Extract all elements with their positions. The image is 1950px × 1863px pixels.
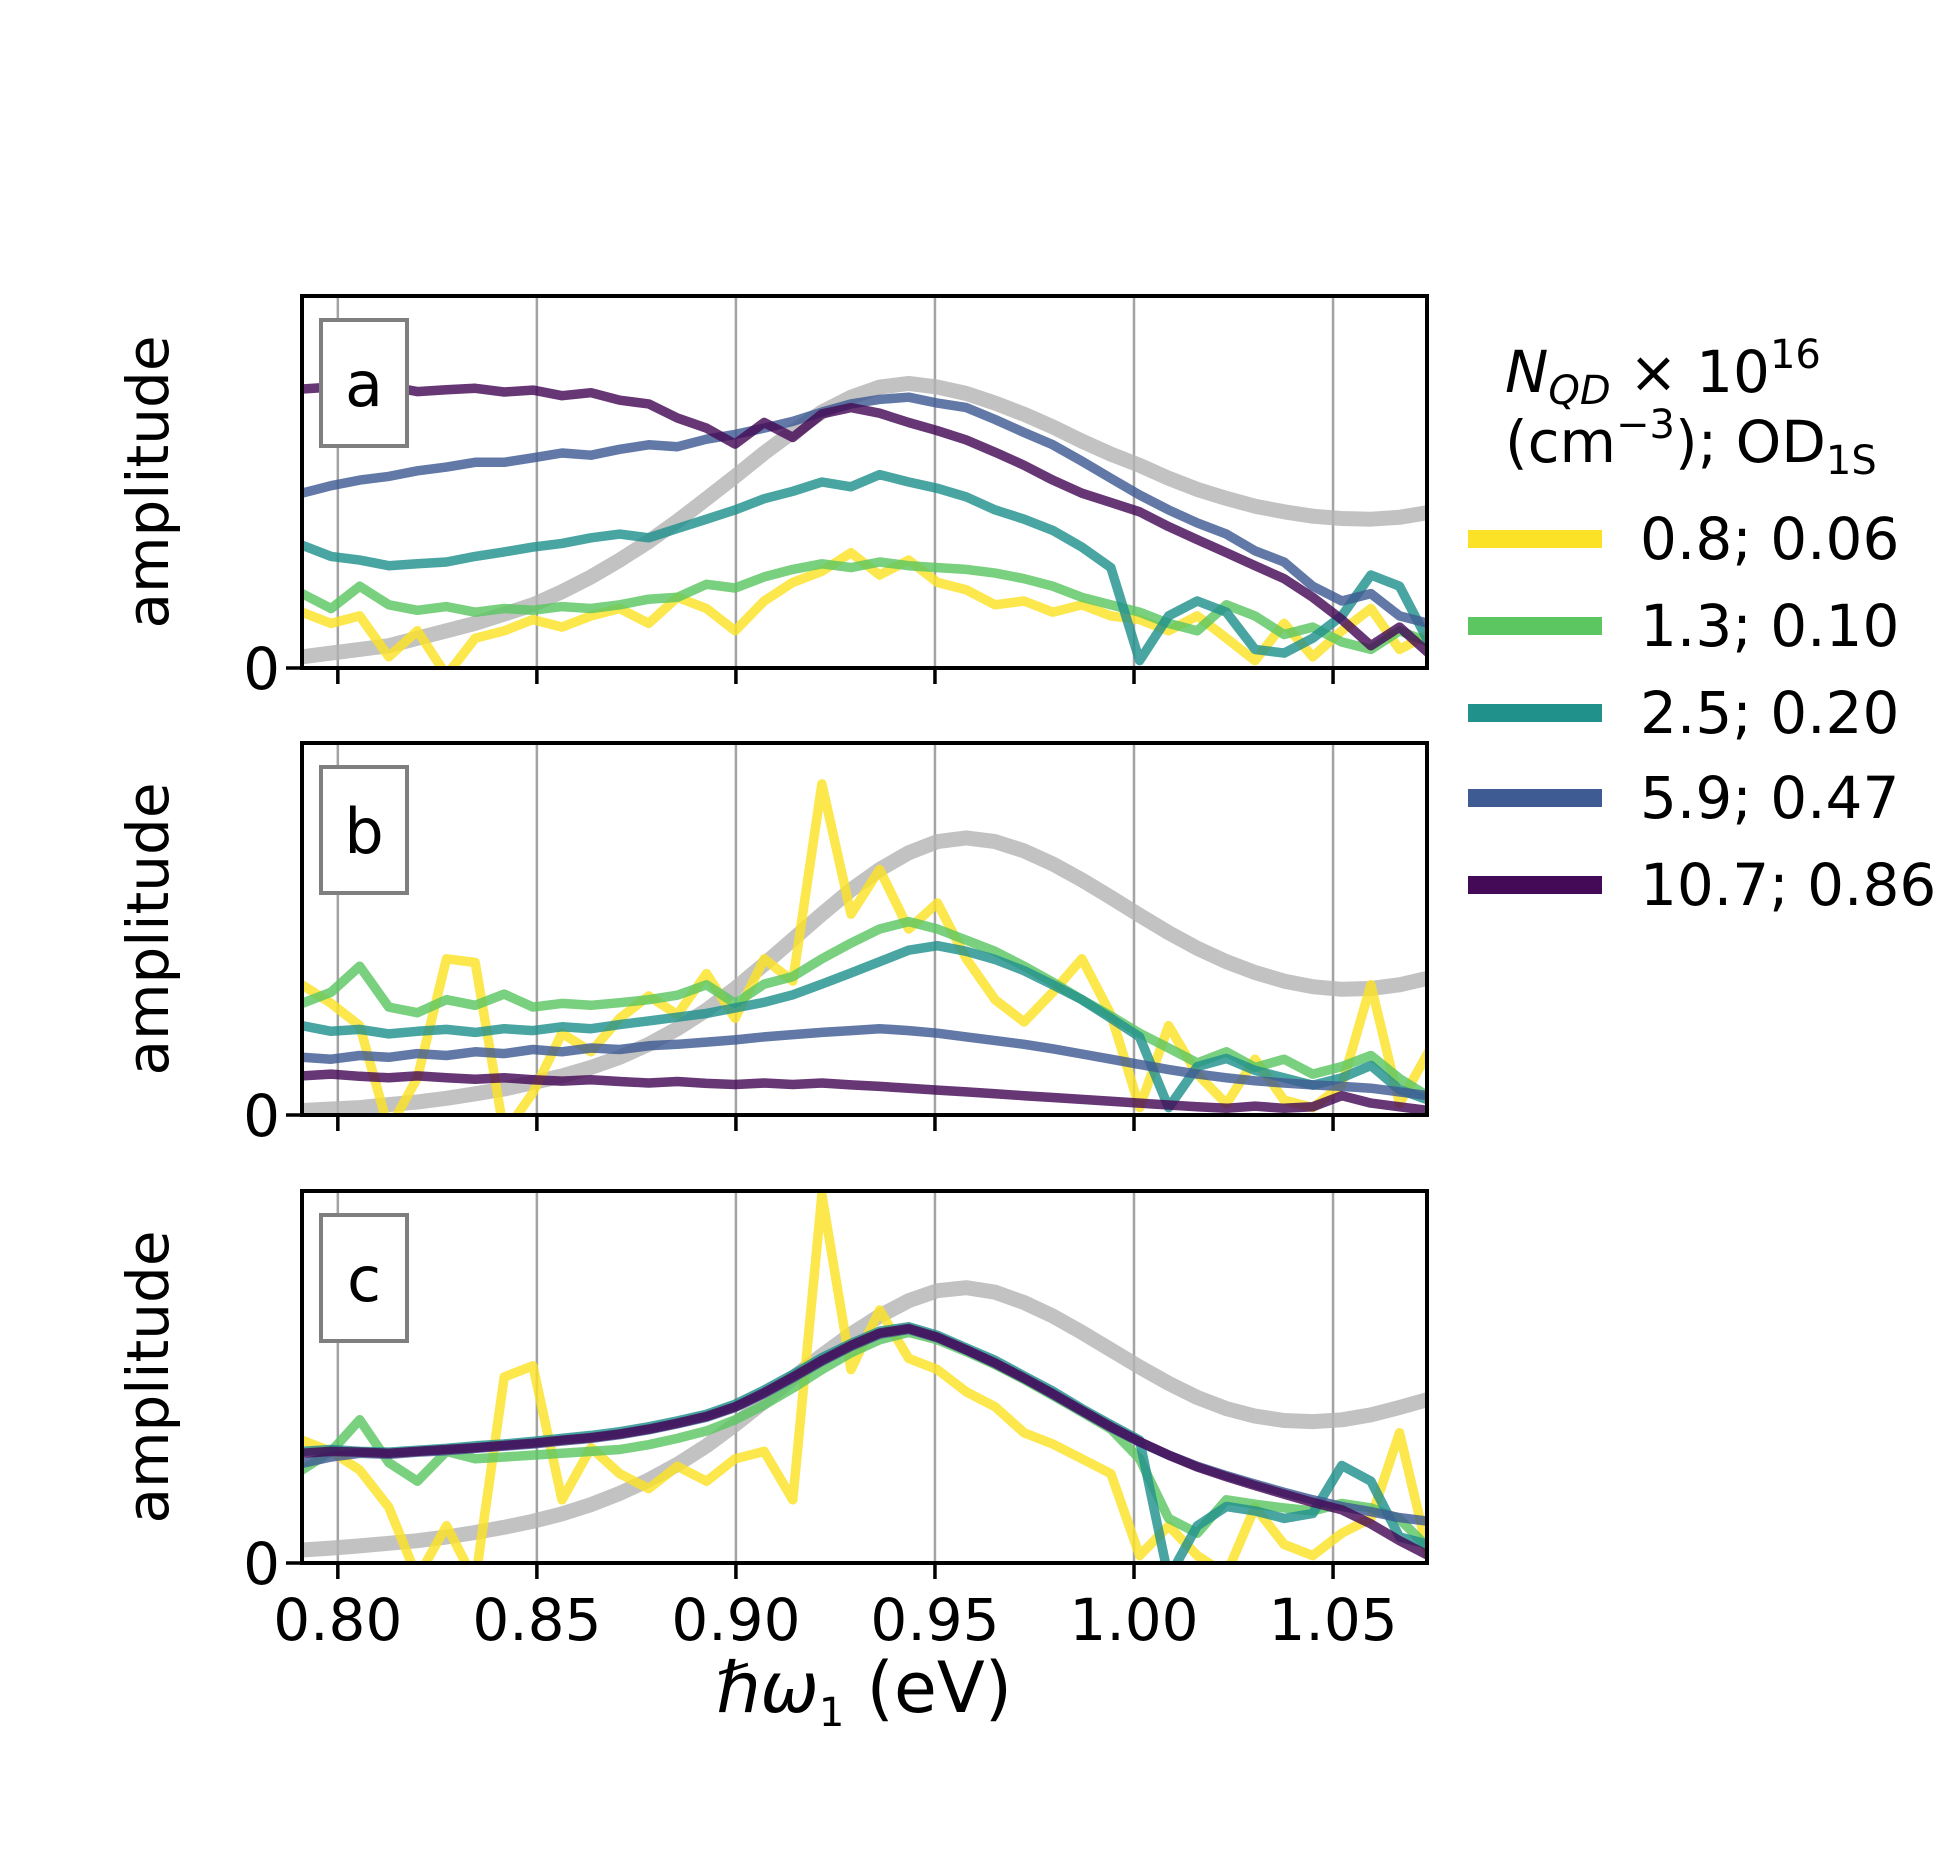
y-tick-zero-panel-c: 0 [243,1530,280,1598]
panel-label-box-b [319,765,409,895]
series-line-blue-panel-b [302,1023,1427,1101]
y-axis-label-panel-a: amplitude [114,335,182,628]
legend-label-0: 0.8; 0.06 [1640,505,1899,573]
x-tick-label-1: 0.85 [472,1586,601,1654]
legend-label-3: 5.9; 0.47 [1640,764,1899,832]
series-line-teal-panel-b [302,940,1427,1113]
panel-label-box-a [319,318,409,448]
x-tick-label-0: 0.80 [273,1586,402,1654]
series-line-green-panel-c [302,1327,1427,1553]
plot-layer [286,294,1429,1579]
y-axis-label-panel-b: amplitude [114,782,182,1075]
legend-label-1: 1.3; 0.10 [1640,592,1899,660]
y-tick-zero-panel-a: 0 [243,635,280,703]
panel-label-c: c [347,1243,381,1316]
legend-title-line2: (cm−3); OD1S [1505,402,1877,484]
series-group-c [302,1191,1427,1563]
series-line-blue-panel-a [302,392,1427,628]
legend-title-line1: NQD × 1016 [1505,332,1821,414]
series-line-gray-panel-c [302,1280,1427,1558]
panel-label-box-c [319,1213,409,1343]
legend-swatch-0 [1468,530,1602,548]
panel-label-b: b [344,795,383,868]
series-line-yellow-panel-c [302,1191,1427,1563]
x-axis-label: ℏω1 (eV) [716,1647,1012,1736]
panel-label-a: a [345,348,383,421]
panel-border-b [300,741,1429,1117]
panel-border-a [300,294,1429,670]
legend-swatch-3 [1468,789,1602,807]
y-axis-label-panel-c: amplitude [114,1230,182,1523]
series-line-purple-panel-a [302,381,1427,658]
series-line-green-panel-a [302,557,1427,655]
series-line-teal-panel-a [302,469,1427,666]
legend-swatch-4 [1468,876,1602,894]
series-line-purple-panel-c [302,1323,1427,1561]
x-tick-label-4: 1.00 [1069,1586,1198,1654]
series-line-purple-panel-b [302,1069,1427,1115]
x-tick-label-5: 1.05 [1269,1586,1398,1654]
legend-swatch-2 [1468,704,1602,722]
legend-swatch-1 [1468,617,1602,635]
y-tick-zero-panel-b: 0 [243,1082,280,1150]
series-line-blue-panel-c [302,1324,1427,1526]
series-line-gray-panel-a [302,375,1427,665]
legend-label-4: 10.7; 0.86 [1640,851,1936,919]
x-tick-labels: 0.80 0.85 0.90 0.95 1.00 1.05 [273,1586,1397,1654]
legend: NQD × 1016 (cm−3); OD1S 0.8; 0.06 1.3; 0… [1468,332,1936,919]
series-line-gray-panel-b [302,830,1427,1115]
series-group-a [302,375,1427,668]
series-group-b [302,779,1427,1115]
x-tick-label-3: 0.95 [870,1586,999,1654]
x-tick-label-2: 0.90 [671,1586,800,1654]
legend-label-2: 2.5; 0.20 [1640,679,1899,747]
panel-border-c [300,1189,1429,1565]
